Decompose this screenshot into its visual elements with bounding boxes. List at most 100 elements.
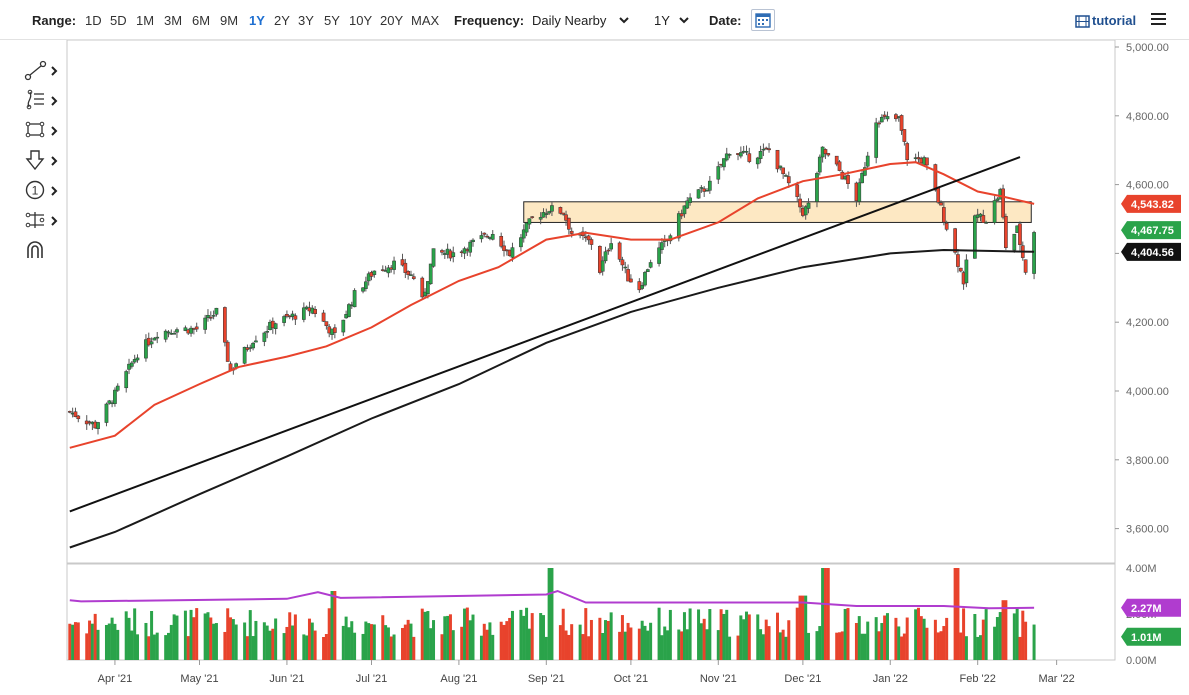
volume-label: 1.01M <box>1131 632 1162 644</box>
volume-bar <box>877 631 881 660</box>
volume-bar <box>883 615 887 660</box>
chevron-down-icon[interactable] <box>617 14 631 26</box>
volume-bar <box>916 607 920 660</box>
price-label-badge <box>1121 194 1181 213</box>
volume-bar <box>488 622 492 660</box>
volume-bar <box>502 624 506 660</box>
calendar-button[interactable] <box>751 9 775 31</box>
volume-bar <box>322 636 326 660</box>
volume-bar <box>307 618 311 660</box>
range-button-max[interactable]: MAX <box>411 13 440 28</box>
price-tick-label: 3,800.00 <box>1126 455 1169 467</box>
volume-bar <box>682 612 686 660</box>
volume-bar <box>527 628 531 660</box>
range-button-20y[interactable]: 20Y <box>380 13 404 28</box>
trendline-tool[interactable] <box>24 58 64 82</box>
moving-average-200-line <box>69 248 1035 549</box>
volume-bar <box>133 608 137 660</box>
volume-bar <box>979 635 982 660</box>
arrow-down-icon <box>25 150 58 171</box>
volume-bar <box>804 595 808 660</box>
volume-bar <box>900 636 904 660</box>
volume-bar <box>333 591 337 660</box>
frequency-dropdown[interactable]: Daily Nearby <box>532 13 607 28</box>
date-tick-label: Jul '21 <box>356 673 387 685</box>
candle-body <box>586 235 591 241</box>
volume-bar <box>995 617 999 660</box>
candle-body <box>420 277 425 298</box>
volume-bar <box>846 608 850 660</box>
volume-bar <box>894 617 898 660</box>
volume-bar <box>984 609 988 660</box>
trendline-line <box>69 156 1021 513</box>
range-button-3y[interactable]: 3Y <box>298 13 314 28</box>
candle-body <box>727 154 732 156</box>
range-button-3m[interactable]: 3M <box>164 13 183 28</box>
volume-bar <box>234 624 238 660</box>
candle-body <box>784 175 788 177</box>
date-tick-label: Dec '21 <box>784 673 821 685</box>
volume-bar <box>370 624 373 660</box>
fibonacci-tool[interactable] <box>24 88 64 112</box>
hamburger-menu-icon[interactable] <box>1151 13 1166 26</box>
candle-body <box>806 202 811 209</box>
range-button-2y[interactable]: 2Y <box>274 13 290 28</box>
candle-body <box>826 153 831 156</box>
volume-bar <box>1015 607 1019 660</box>
volume-bar <box>288 612 292 660</box>
tutorial-link[interactable]: tutorial <box>1092 13 1137 28</box>
volume-bar <box>637 628 641 660</box>
volume-bar <box>302 634 306 660</box>
volume-bar <box>964 636 968 660</box>
date-tick-label: Mar '22 <box>1038 673 1074 685</box>
volume-bar <box>243 622 247 660</box>
marker-tool[interactable]: 1 <box>24 178 64 202</box>
volume-bar <box>959 632 963 660</box>
candle-body <box>254 340 258 343</box>
candle-body <box>696 189 701 199</box>
price-label: 4,404.56 <box>1131 247 1174 259</box>
volume-bar <box>697 609 701 660</box>
volume-bar <box>471 614 475 660</box>
volume-bar <box>953 568 957 660</box>
magnet-tool[interactable] <box>24 238 64 262</box>
range-button-5y[interactable]: 5Y <box>324 13 340 28</box>
volume-bar <box>902 633 906 660</box>
volume-bar <box>544 636 548 660</box>
candle-body <box>879 116 884 123</box>
range-button-5d[interactable]: 5D <box>110 13 127 28</box>
volume-bar <box>722 613 726 660</box>
candle-body <box>558 207 563 214</box>
price-chart[interactable]: 5,000.004,800.004,600.004,400.004,200.00… <box>0 40 1189 695</box>
volume-average-line <box>69 589 1035 610</box>
range-button-10y[interactable]: 10Y <box>349 13 373 28</box>
candle-body <box>386 267 391 274</box>
range-button-1y[interactable]: 1Y <box>249 13 265 28</box>
volume-bar <box>440 634 444 660</box>
chevron-down-icon[interactable] <box>677 14 691 26</box>
candle-body <box>925 157 929 166</box>
candle-body <box>747 153 752 162</box>
volume-bar <box>245 636 249 660</box>
candle-body <box>527 218 532 225</box>
range-button-9m[interactable]: 9M <box>220 13 239 28</box>
film-icon[interactable] <box>1075 15 1090 28</box>
price-tick-label: 5,000.00 <box>1126 42 1169 54</box>
range-button-1m[interactable]: 1M <box>136 13 155 28</box>
chart-toolbar: Range: 1D 5D 1M 3M 6M 9M 1Y 2Y 3Y 5Y 10Y 20Y MAX Fre… <box>0 0 1189 40</box>
volume-bar <box>491 634 495 660</box>
candle-body <box>676 213 681 239</box>
measure-tool[interactable] <box>24 208 64 232</box>
candle-body <box>1004 216 1008 248</box>
volume-bar <box>392 634 396 660</box>
volume-bar <box>525 607 529 660</box>
volume-bar <box>85 633 89 660</box>
rectangle-tool[interactable] <box>24 118 64 142</box>
period-dropdown[interactable]: 1Y <box>654 13 670 28</box>
price-label-badge <box>1121 221 1181 240</box>
arrow-tool[interactable] <box>24 148 64 172</box>
volume-bar <box>945 617 949 660</box>
range-button-6m[interactable]: 6M <box>192 13 211 28</box>
volume-bar <box>206 612 210 660</box>
range-button-1d[interactable]: 1D <box>85 13 102 28</box>
